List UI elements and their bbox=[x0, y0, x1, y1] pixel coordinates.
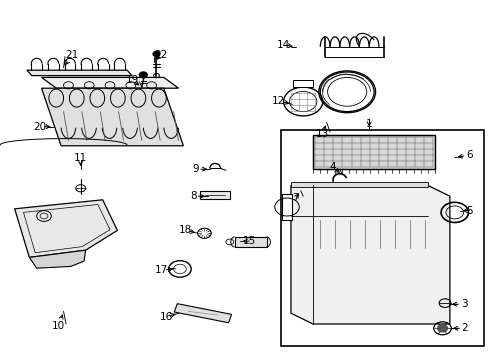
Circle shape bbox=[437, 325, 447, 332]
Bar bbox=[200, 191, 229, 199]
Text: 8: 8 bbox=[189, 191, 196, 201]
Text: 9: 9 bbox=[192, 164, 199, 174]
Bar bbox=[312, 135, 434, 169]
Text: 4: 4 bbox=[328, 162, 335, 172]
Text: 13: 13 bbox=[315, 129, 329, 139]
Text: 1: 1 bbox=[365, 119, 372, 129]
Polygon shape bbox=[41, 77, 178, 88]
Circle shape bbox=[153, 51, 160, 57]
Text: 22: 22 bbox=[154, 50, 168, 60]
Polygon shape bbox=[282, 194, 291, 220]
Bar bbox=[234, 237, 266, 247]
Polygon shape bbox=[290, 185, 449, 324]
Text: 14: 14 bbox=[276, 40, 290, 50]
Text: 7: 7 bbox=[292, 193, 299, 203]
Text: 19: 19 bbox=[125, 75, 139, 85]
Text: 6: 6 bbox=[465, 150, 472, 160]
Text: 20: 20 bbox=[34, 122, 46, 132]
Bar bbox=[290, 182, 427, 187]
Bar bbox=[293, 80, 312, 87]
Text: 17: 17 bbox=[154, 265, 168, 275]
Text: 10: 10 bbox=[52, 321, 65, 331]
Text: 21: 21 bbox=[65, 50, 79, 60]
Text: 11: 11 bbox=[74, 153, 87, 163]
Polygon shape bbox=[15, 200, 117, 257]
Polygon shape bbox=[29, 250, 85, 268]
Polygon shape bbox=[174, 304, 231, 323]
Polygon shape bbox=[27, 70, 132, 76]
Bar bbox=[281, 130, 483, 346]
Text: 5: 5 bbox=[465, 206, 472, 216]
Circle shape bbox=[139, 72, 147, 78]
Text: 18: 18 bbox=[179, 225, 192, 235]
Polygon shape bbox=[41, 88, 183, 146]
Text: 12: 12 bbox=[271, 96, 285, 106]
Text: 3: 3 bbox=[460, 299, 467, 309]
Bar bbox=[312, 135, 434, 169]
Text: 2: 2 bbox=[460, 323, 467, 333]
Text: 16: 16 bbox=[159, 312, 173, 322]
Text: 15: 15 bbox=[242, 236, 256, 246]
